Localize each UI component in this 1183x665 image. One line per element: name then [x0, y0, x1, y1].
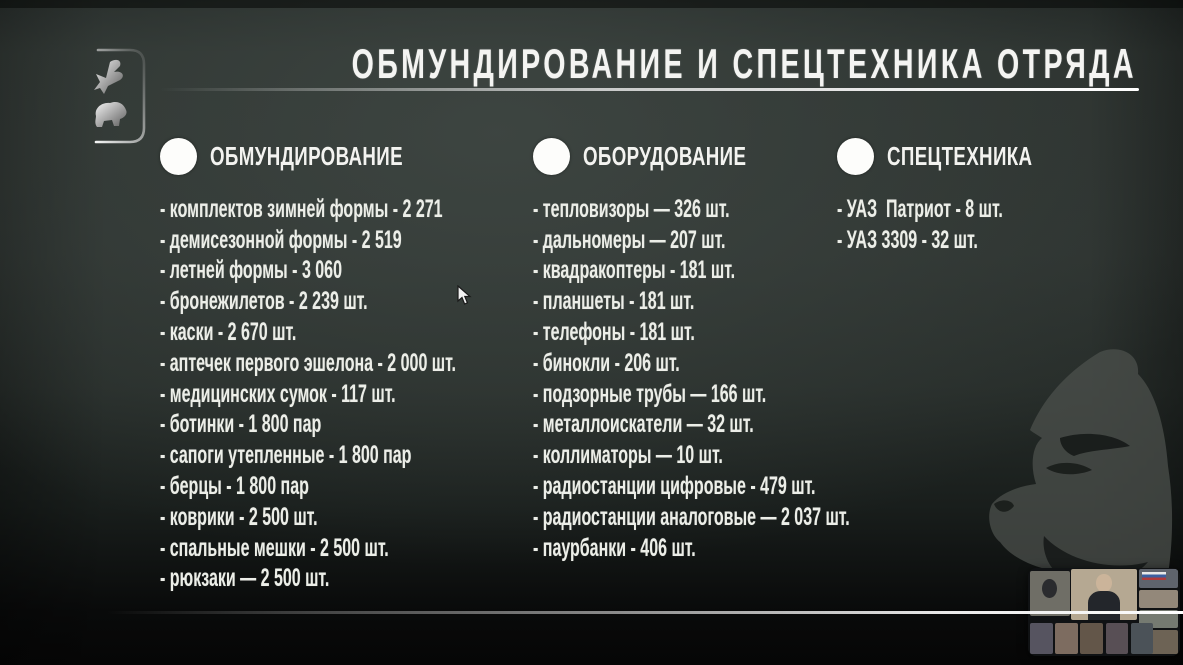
eagle-bear-logo-icon	[94, 48, 146, 144]
column-header-label: СПЕЦТЕХНИКА	[887, 140, 1033, 171]
video-tile	[1030, 622, 1054, 655]
participant-body	[1088, 590, 1120, 621]
list-item: - радиостанции цифровые - 479 шт.	[533, 472, 816, 501]
list-item: - дальномеры — 207 шт.	[533, 225, 726, 254]
uniform-list: - комплектов зимней формы - 2 271 - деми…	[160, 194, 623, 594]
list-item: - спальные мешки - 2 500 шт.	[160, 533, 389, 562]
column-uniform-header: ОБМУНДИРОВАНИЕ	[160, 136, 623, 176]
participant-head	[1096, 574, 1112, 592]
title-underline	[160, 88, 1139, 91]
video-tile	[1030, 570, 1070, 617]
column-equipment-header: ОБОРУДОВАНИЕ	[533, 136, 1028, 176]
list-item: - сапоги утепленные - 1 800 пар	[160, 441, 412, 470]
participant-head	[1042, 578, 1058, 599]
vehicles-list: - УАЗ Патриот - 8 шт. - УАЗ 3309 - 32 шт…	[837, 194, 1096, 256]
list-item: - медицинских сумок - 117 шт.	[160, 379, 396, 408]
list-item: - радиостанции аналоговые — 2 037 шт.	[533, 502, 850, 531]
column-equipment: ОБОРУДОВАНИЕ - тепловизоры — 326 шт. - д…	[533, 136, 1028, 564]
list-item: - подзорные трубы — 166 шт.	[533, 379, 767, 408]
list-item: - бинокли - 206 шт.	[533, 348, 680, 377]
video-tile	[1055, 622, 1079, 655]
list-item: - ботинки - 1 800 пар	[160, 410, 322, 439]
list-item: - коллиматоры — 10 шт.	[533, 441, 723, 470]
video-tile	[1130, 622, 1154, 655]
list-item: - аптечек первого эшелона - 2 000 шт.	[160, 348, 456, 377]
list-item: - телефоны - 181 шт.	[533, 318, 695, 347]
list-item: - демисезонной формы - 2 519	[160, 225, 402, 254]
list-item: - бронежилетов - 2 239 шт.	[160, 287, 368, 316]
video-tile	[1138, 589, 1178, 609]
list-item: - паурбанки - 406 шт.	[533, 533, 696, 562]
column-vehicles: СПЕЦТЕХНИКА - УАЗ Патриот - 8 шт. - УАЗ …	[837, 136, 1096, 256]
column-vehicles-header: СПЕЦТЕХНИКА	[837, 136, 1096, 176]
bullet-circle-icon	[837, 137, 874, 175]
list-item: - летней формы - 3 060	[160, 256, 342, 285]
equipment-list: - тепловизоры — 326 шт. - дальномеры — 2…	[533, 194, 1028, 564]
list-item: - комплектов зимней формы - 2 271	[160, 194, 443, 223]
list-item: - коврики - 2 500 шт.	[160, 502, 318, 531]
bottom-accent-line	[0, 611, 1183, 614]
russian-flag-icon	[1142, 571, 1167, 580]
list-item: - рюкзаки — 2 500 шт.	[160, 564, 330, 593]
list-item: - УАЗ 3309 - 32 шт.	[837, 225, 978, 254]
video-tile	[1138, 569, 1178, 588]
video-tile	[1080, 622, 1104, 655]
list-item: - планшеты - 181 шт.	[533, 287, 695, 316]
column-uniform: ОБМУНДИРОВАНИЕ - комплектов зимней формы…	[160, 136, 623, 594]
column-header-label: ОБОРУДОВАНИЕ	[583, 140, 747, 171]
list-item: - берцы - 1 800 пар	[160, 472, 309, 501]
list-item: - УАЗ Патриот - 8 шт.	[837, 194, 1003, 223]
mouse-cursor-icon	[457, 285, 472, 305]
top-shadow-strip	[0, 0, 1183, 8]
list-item: - квадракоптеры - 181 шт.	[533, 256, 736, 285]
bullet-circle-icon	[160, 137, 197, 175]
slide-title: ОБМУНДИРОВАНИЕ И СПЕЦТЕХНИКА ОТРЯДА	[351, 40, 1137, 87]
bullet-circle-icon	[533, 137, 570, 175]
column-header-label: ОБМУНДИРОВАНИЕ	[210, 140, 403, 171]
list-item: - металлоискатели — 32 шт.	[533, 410, 754, 439]
video-tile	[1105, 622, 1129, 655]
list-item: - тепловизоры — 326 шт.	[533, 194, 730, 223]
list-item: - каски - 2 670 шт.	[160, 318, 297, 347]
